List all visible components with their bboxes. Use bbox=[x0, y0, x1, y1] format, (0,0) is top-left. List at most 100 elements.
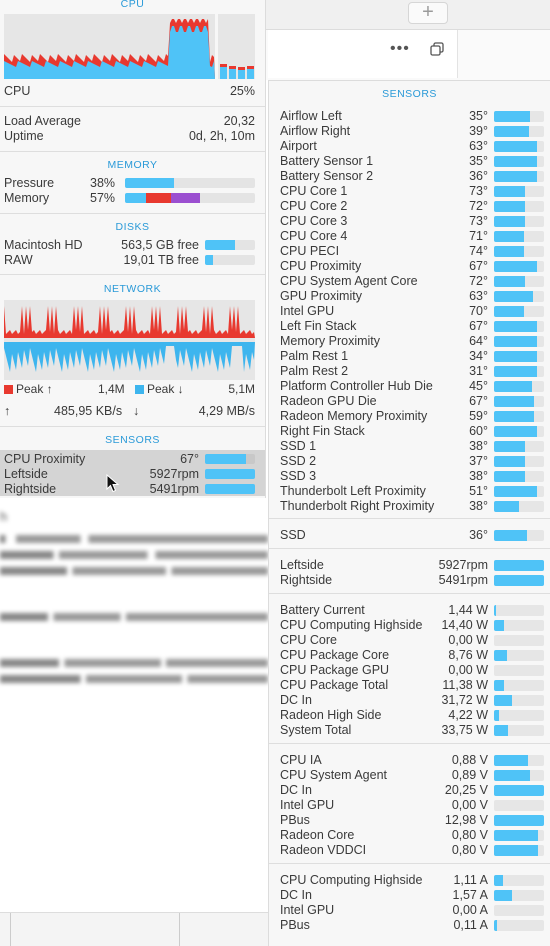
disk-usage-bar-fill bbox=[205, 240, 235, 250]
sensor-row[interactable]: Battery Current 1,44 W bbox=[280, 603, 545, 618]
sensor-row[interactable]: PBus 0,11 A bbox=[280, 918, 545, 933]
network-graph bbox=[4, 306, 255, 372]
sensor-row[interactable]: CPU Core 4 71° bbox=[280, 229, 545, 244]
sensor-row[interactable]: Leftside 5927rpm bbox=[280, 558, 545, 573]
sensor-bar bbox=[494, 650, 544, 661]
sensor-value: 36° bbox=[469, 528, 488, 542]
sensor-row[interactable]: Radeon Core 0,80 V bbox=[280, 828, 545, 843]
network-download-area bbox=[4, 342, 255, 372]
sensor-row[interactable]: Leftside 5927rpm bbox=[4, 467, 255, 482]
sensor-value: 12,98 V bbox=[444, 813, 488, 827]
sensor-row[interactable]: Platform Controller Hub Die 45° bbox=[280, 379, 545, 394]
sensor-row[interactable]: Airflow Left 35° bbox=[280, 109, 545, 124]
sensor-bar bbox=[494, 381, 544, 392]
sensor-row[interactable]: Left Fin Stack 67° bbox=[280, 319, 545, 334]
sensor-row[interactable]: SSD 2 37° bbox=[280, 454, 545, 469]
sensor-row[interactable]: Battery Sensor 2 36° bbox=[280, 169, 545, 184]
sensor-row[interactable]: Thunderbolt Left Proximity 51° bbox=[280, 484, 545, 499]
sensor-value: 67° bbox=[469, 259, 488, 273]
sensor-row[interactable]: SSD 3 38° bbox=[280, 469, 545, 484]
disk-usage-bar bbox=[205, 255, 255, 265]
sensor-row[interactable]: DC In 31,72 W bbox=[280, 693, 545, 708]
sensor-row[interactable]: Airport 63° bbox=[280, 139, 545, 154]
sensor-row[interactable]: Intel GPU 0,00 A bbox=[280, 903, 545, 918]
new-tab-button[interactable]: + bbox=[408, 2, 448, 24]
sensor-row[interactable]: CPU Proximity 67° bbox=[4, 452, 255, 467]
memory-value: 57% bbox=[90, 191, 116, 205]
sensor-bar bbox=[494, 890, 544, 901]
sensor-value: 72° bbox=[469, 199, 488, 213]
sensor-bar-fill bbox=[494, 306, 524, 317]
sensor-row[interactable]: GPU Proximity 63° bbox=[280, 289, 545, 304]
sensor-row[interactable]: Thunderbolt Right Proximity 38° bbox=[280, 499, 545, 514]
sensor-row[interactable]: Memory Proximity 64° bbox=[280, 334, 545, 349]
sensor-row[interactable]: Radeon Memory Proximity 59° bbox=[280, 409, 545, 424]
sensor-row[interactable]: CPU Core 2 72° bbox=[280, 199, 545, 214]
sensor-bar bbox=[494, 680, 544, 691]
cpu-cores-graph bbox=[220, 64, 254, 79]
sensor-row[interactable]: CPU Core 1 73° bbox=[280, 184, 545, 199]
load-average-label: Load Average bbox=[4, 114, 81, 128]
sensor-row[interactable]: Palm Rest 2 31° bbox=[280, 364, 545, 379]
sensor-bar-fill bbox=[494, 231, 524, 242]
sensor-name: CPU System Agent Core bbox=[280, 274, 418, 288]
sensor-row[interactable]: DC In 1,57 A bbox=[280, 888, 545, 903]
sensor-row[interactable]: Radeon VDDCI 0,80 V bbox=[280, 843, 545, 858]
sensor-row[interactable]: SSD 1 38° bbox=[280, 439, 545, 454]
copy-icon[interactable] bbox=[430, 42, 444, 56]
sensor-row[interactable]: Rightside 5491rpm bbox=[280, 573, 545, 588]
sensor-row[interactable]: Palm Rest 1 34° bbox=[280, 349, 545, 364]
sensor-row[interactable]: CPU Computing Highside 14,40 W bbox=[280, 618, 545, 633]
peak-up-legend: Peak ↑ bbox=[4, 382, 53, 397]
divider bbox=[269, 863, 550, 864]
sensor-row[interactable]: PBus 12,98 V bbox=[280, 813, 545, 828]
divider bbox=[0, 426, 265, 427]
sensor-row[interactable]: CPU Core 3 73° bbox=[280, 214, 545, 229]
sensor-row[interactable]: CPU IA 0,88 V bbox=[280, 753, 545, 768]
sensor-value: 70° bbox=[469, 304, 488, 318]
sensor-row[interactable]: CPU Core 0,00 W bbox=[280, 633, 545, 648]
sensor-bar-fill bbox=[494, 486, 537, 497]
sensor-row[interactable]: CPU Package Total 11,38 W bbox=[280, 678, 545, 693]
cpu-label: CPU bbox=[4, 84, 31, 98]
sensor-value: 67° bbox=[469, 319, 488, 333]
sensor-row[interactable]: Rightside 5491rpm bbox=[4, 482, 255, 497]
sensor-bar-fill bbox=[494, 426, 537, 437]
disk-row[interactable]: RAW 19,01 TB free bbox=[4, 253, 255, 268]
cpu-user-load-area bbox=[4, 26, 215, 79]
sensor-row[interactable]: Airflow Right 39° bbox=[280, 124, 545, 139]
sensor-bar-fill bbox=[494, 141, 537, 152]
sensor-row[interactable]: System Total 33,75 W bbox=[280, 723, 545, 738]
sensor-row[interactable]: CPU Package Core 8,76 W bbox=[280, 648, 545, 663]
more-icon[interactable]: ••• bbox=[390, 40, 410, 57]
sensor-row[interactable]: CPU System Agent Core 72° bbox=[280, 274, 545, 289]
sensor-name: Thunderbolt Left Proximity bbox=[280, 484, 426, 498]
sensor-row[interactable]: CPU System Agent 0,89 V bbox=[280, 768, 545, 783]
background-tab-bar bbox=[264, 0, 550, 30]
sensor-row[interactable]: CPU Computing Highside 1,11 A bbox=[280, 873, 545, 888]
peak-down-value: 5,1M bbox=[228, 382, 255, 396]
sensor-bar bbox=[494, 336, 544, 347]
sensor-row[interactable]: Intel GPU 70° bbox=[280, 304, 545, 319]
sensor-row[interactable]: CPU PECI 74° bbox=[280, 244, 545, 259]
sensor-value: 1,44 W bbox=[448, 603, 488, 617]
sensor-bar-fill bbox=[494, 471, 525, 482]
sensor-row[interactable]: DC In 20,25 V bbox=[280, 783, 545, 798]
disk-row[interactable]: Macintosh HD 563,5 GB free bbox=[4, 238, 255, 253]
sensor-bar bbox=[494, 396, 544, 407]
sensor-row[interactable]: Radeon GPU Die 67° bbox=[280, 394, 545, 409]
sensor-value: 31° bbox=[469, 364, 488, 378]
sensor-name: SSD bbox=[280, 528, 306, 542]
sensor-bar-fill bbox=[494, 246, 524, 257]
sensor-row[interactable]: CPU Package GPU 0,00 W bbox=[280, 663, 545, 678]
sensor-row[interactable]: Battery Sensor 1 35° bbox=[280, 154, 545, 169]
sensor-row[interactable]: Intel GPU 0,00 V bbox=[280, 798, 545, 813]
download-color-swatch bbox=[135, 385, 144, 395]
sensor-row[interactable]: CPU Proximity 67° bbox=[280, 259, 545, 274]
sensor-row[interactable]: Right Fin Stack 60° bbox=[280, 424, 545, 439]
upload-rate: 485,95 KB/s bbox=[54, 404, 123, 418]
sensor-name: Intel GPU bbox=[280, 304, 335, 318]
sensor-row[interactable]: Radeon High Side 4,22 W bbox=[280, 708, 545, 723]
sensor-bar bbox=[494, 216, 544, 227]
sensor-row[interactable]: SSD 36° bbox=[280, 528, 545, 543]
